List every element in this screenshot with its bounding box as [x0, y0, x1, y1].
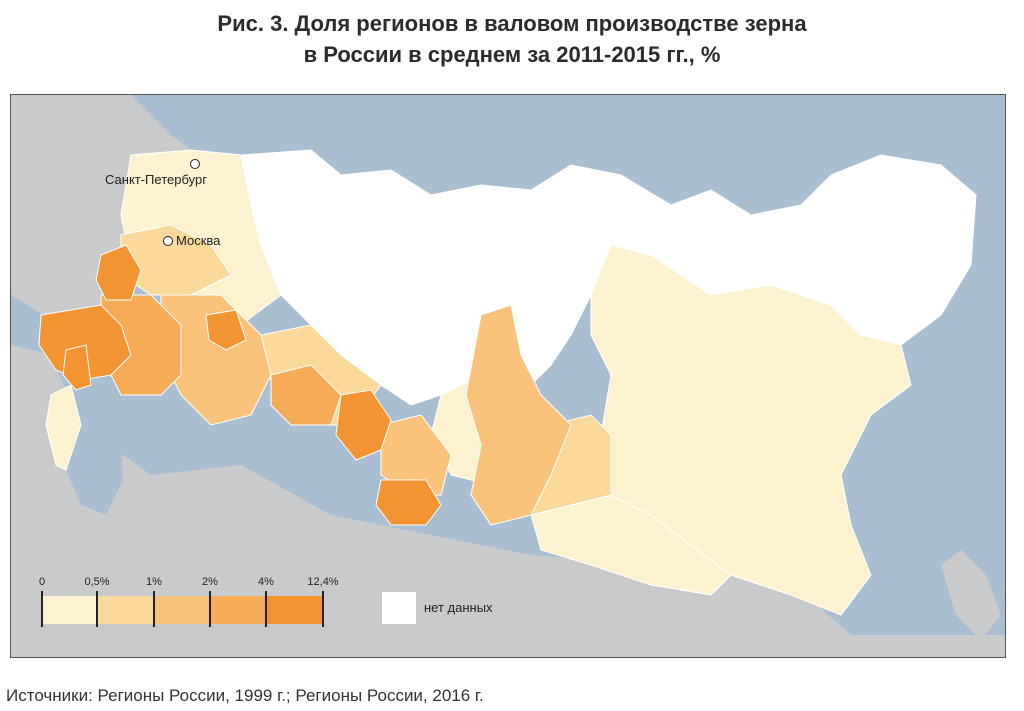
legend-sep: [41, 591, 43, 627]
region-bin-4-stavropol: [62, 344, 92, 391]
foreign-land-japan: [941, 550, 1001, 640]
legend-sep: [209, 591, 211, 627]
legend-tick-5: 12,4%: [307, 576, 339, 588]
legend-bin-0: [42, 596, 97, 624]
region-bin-3-ural: [270, 364, 342, 426]
spb-marker-icon: [190, 159, 200, 169]
legend-tick-4: 4%: [258, 576, 274, 588]
region-bin-2-siberia-west: [465, 304, 572, 526]
legend-bin-4: [266, 596, 323, 624]
region-bin-0-caucasus: [45, 384, 82, 471]
city-label-spb: Санкт-Петербург: [105, 172, 207, 187]
region-bin-0-transbaikal: [530, 494, 732, 596]
foreign-land-europe: [11, 95, 211, 320]
legend-tick-2: 1%: [146, 576, 162, 588]
title-line-1: Рис. 3. Доля регионов в валовом производ…: [217, 11, 807, 36]
region-bin-4-rostov-krasnodar: [38, 304, 132, 381]
legend-tick-3: 2%: [202, 576, 218, 588]
region-bin-4-saratov: [205, 309, 247, 351]
city-label-moscow: Москва: [176, 233, 221, 248]
legend-tick-1: 0,5%: [84, 576, 110, 588]
russia-map: [11, 95, 1005, 657]
figure-title: Рис. 3. Доля регионов в валовом производ…: [0, 8, 1024, 70]
map-frame: [10, 94, 1006, 658]
no-data-label: нет данных: [424, 600, 493, 615]
region-bin-4-omsk-novosibirsk: [375, 479, 442, 526]
caspian-sea: [66, 413, 123, 515]
region-bin-4-altai-krai: [335, 389, 392, 461]
legend-sep: [96, 591, 98, 627]
legend-tick-0: 0: [38, 576, 46, 588]
source-note: Источники: Регионы России, 1999 г.; Реги…: [6, 686, 484, 705]
legend: 0 0,5% 1% 2% 4% 12,4%: [32, 576, 339, 627]
region-bin-4-voronezh: [95, 244, 142, 301]
region-bin-0-siberia: [590, 244, 912, 616]
moscow-marker-icon: [163, 236, 173, 246]
legend-sep: [265, 591, 267, 627]
no-data-swatch: [382, 592, 416, 624]
title-line-2: в России в среднем за 2011-2015 гг., %: [303, 42, 721, 67]
legend-bin-1: [97, 596, 154, 624]
region-bin-2-altai: [380, 414, 452, 496]
legend-bin-2: [154, 596, 210, 624]
legend-sep: [322, 591, 324, 627]
legend-bin-3: [210, 596, 266, 624]
legend-sep: [153, 591, 155, 627]
